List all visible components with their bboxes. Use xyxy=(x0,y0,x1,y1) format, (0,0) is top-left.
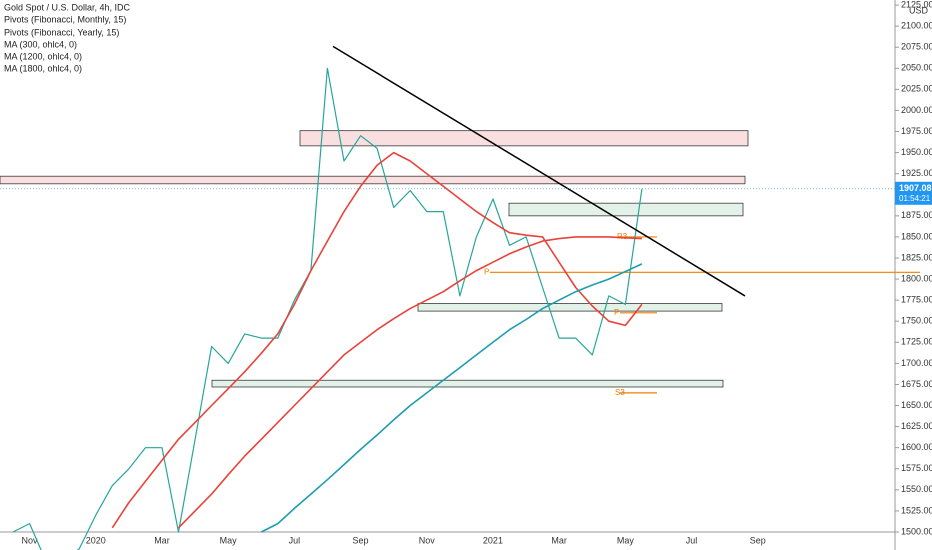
y-tick-label: 1975.00 xyxy=(901,126,932,136)
x-tick-label: May xyxy=(617,535,635,545)
y-tick-label: 1675.00 xyxy=(901,379,932,389)
y-tick-label: 2125.00 xyxy=(901,0,932,9)
trendline xyxy=(332,45,746,297)
study: MA (1800, ohlc4, 0) xyxy=(4,63,82,73)
countdown: 01:54:21 xyxy=(899,194,931,203)
y-tick-label: 2025.00 xyxy=(901,84,932,94)
x-tick-label: Sep xyxy=(750,535,766,545)
price-line xyxy=(12,67,643,550)
y-tick-label: 1550.00 xyxy=(901,484,932,494)
y-tick-label: 1875.00 xyxy=(901,210,932,220)
pivot-label: S3 xyxy=(615,388,625,397)
last-price-label: 1907.08 xyxy=(899,183,932,193)
pivot-label: P xyxy=(614,308,619,317)
x-tick-label: Nov xyxy=(22,535,39,545)
last-price-tag xyxy=(895,181,932,205)
y-tick-label: 1600.00 xyxy=(901,442,932,452)
x-tick-label: Jul xyxy=(289,535,301,545)
pivot-label: P xyxy=(484,267,489,276)
x-tick-label: Mar xyxy=(551,535,567,545)
zone xyxy=(417,303,723,312)
study: MA (1200, ohlc4, 0) xyxy=(4,51,82,61)
y-tick-label: 1825.00 xyxy=(901,252,932,262)
y-tick-label: 2000.00 xyxy=(901,105,932,115)
y-tick-label: 1625.00 xyxy=(901,421,932,431)
y-tick-label: 2075.00 xyxy=(901,42,932,52)
zone xyxy=(211,379,724,388)
study: Pivots (Fibonacci, Monthly, 15) xyxy=(4,14,126,24)
y-tick-label: 2050.00 xyxy=(901,63,932,73)
x-tick-label: May xyxy=(220,535,238,545)
moving-average xyxy=(177,236,642,529)
study: Pivots (Fibonacci, Yearly, 15) xyxy=(4,27,119,37)
x-tick-label: 2020 xyxy=(86,535,106,545)
zone xyxy=(0,175,746,185)
pivot-label: R3 xyxy=(617,232,628,241)
moving-average xyxy=(260,263,643,533)
x-tick-label: 2021 xyxy=(483,535,503,545)
zone xyxy=(299,130,749,147)
y-tick-label: 1575.00 xyxy=(901,463,932,473)
currency: USD xyxy=(909,5,929,15)
y-tick-label: 1850.00 xyxy=(901,231,932,241)
y-tick-label: 1500.00 xyxy=(901,526,932,536)
x-tick-label: Sep xyxy=(353,535,369,545)
study: MA (300, ohlc4, 0) xyxy=(4,39,77,49)
y-tick-label: 1750.00 xyxy=(901,316,932,326)
x-tick-label: Nov xyxy=(419,535,436,545)
x-tick-label: Jul xyxy=(686,535,698,545)
y-tick-label: 2100.00 xyxy=(901,21,932,31)
moving-average xyxy=(111,151,643,529)
y-tick-label: 1650.00 xyxy=(901,400,932,410)
y-tick-label: 1700.00 xyxy=(901,358,932,368)
y-tick-label: 1525.00 xyxy=(901,505,932,515)
y-tick-label: 1775.00 xyxy=(901,295,932,305)
chart-title: Gold Spot / U.S. Dollar, 4h, IDC xyxy=(4,2,131,12)
x-tick-label: Mar xyxy=(154,535,170,545)
y-tick-label: 1925.00 xyxy=(901,168,932,178)
zone xyxy=(508,202,744,217)
y-tick-label: 1800.00 xyxy=(901,273,932,283)
y-tick-label: 1725.00 xyxy=(901,337,932,347)
y-tick-label: 1950.00 xyxy=(901,147,932,157)
